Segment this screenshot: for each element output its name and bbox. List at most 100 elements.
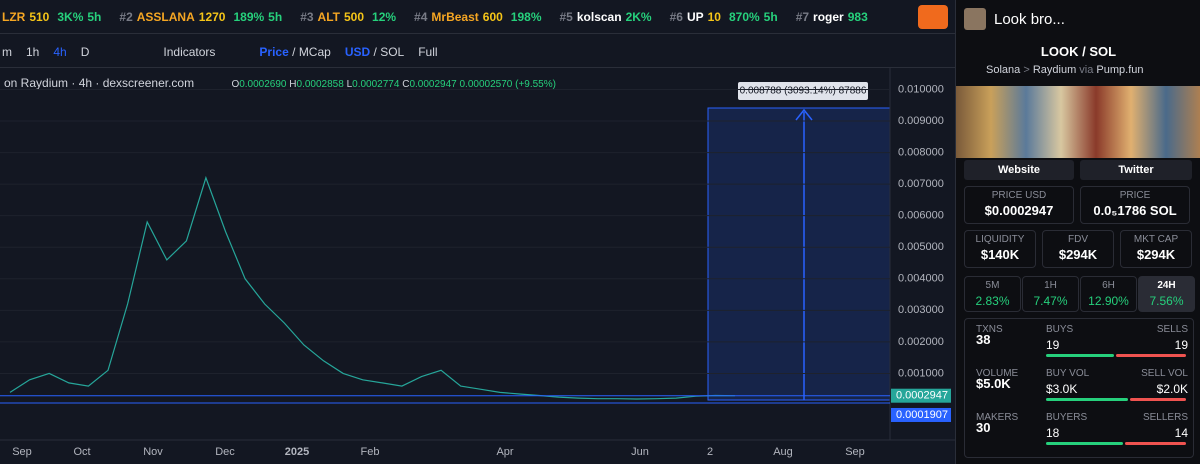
l: L bbox=[346, 79, 353, 90]
stat-label: MAKERS bbox=[976, 412, 1019, 423]
change: 198% bbox=[510, 9, 542, 24]
period-tab[interactable]: 1H 7.47% bbox=[1022, 276, 1079, 312]
change: 0.00002570 (+9.55%) bbox=[459, 79, 556, 90]
stat-label: SELLERS bbox=[1142, 412, 1188, 423]
price-tag-label: 0.0001907 bbox=[896, 409, 948, 421]
boost: 600 bbox=[482, 9, 503, 24]
stat-a: 18 bbox=[1046, 426, 1060, 440]
sep: > bbox=[1023, 64, 1030, 76]
card-label: FDV bbox=[1068, 234, 1088, 245]
sell-bar bbox=[1124, 442, 1186, 445]
token: ASSLANA bbox=[136, 9, 195, 24]
change: 12% bbox=[372, 9, 397, 24]
annotation-box bbox=[738, 82, 868, 100]
legend: on Raydium · 4h · dexscreener.com O0.000… bbox=[4, 76, 556, 90]
high: 0.0002858 bbox=[296, 79, 344, 90]
price-card: PRICE 0.0₅1786 SOL bbox=[1080, 186, 1190, 224]
y-tick-label: 0.004000 bbox=[898, 273, 944, 285]
tab-label: 1H bbox=[1044, 280, 1057, 291]
token: LZR bbox=[2, 9, 26, 24]
boost: 500 bbox=[343, 9, 365, 24]
x-tick-label: Aug bbox=[773, 446, 793, 458]
banner-image bbox=[956, 86, 1200, 158]
stat-a: $3.0K bbox=[1046, 382, 1078, 396]
card-label: PRICE bbox=[1119, 190, 1151, 201]
x-tick-label: Sep bbox=[12, 446, 32, 458]
trending-item[interactable]: #3 ALT 500 12% bbox=[300, 10, 396, 24]
token: ALT bbox=[317, 9, 340, 24]
pair-name: Look bro... bbox=[994, 11, 1065, 28]
x-tick-label: Oct bbox=[73, 446, 90, 458]
rank: #3 bbox=[300, 9, 314, 24]
age: 5h bbox=[763, 9, 778, 24]
stat-value: 30 bbox=[976, 420, 991, 435]
price-tag-label: 0.0002947 bbox=[896, 390, 948, 402]
y-tick-label: 0.009000 bbox=[898, 115, 944, 127]
stat-a: 19 bbox=[1046, 338, 1060, 352]
quote: / SOL bbox=[1082, 44, 1117, 59]
trending-item[interactable]: #6 UP 10 870% 5h bbox=[670, 10, 778, 24]
token: UP bbox=[686, 9, 704, 24]
sell-bar bbox=[1130, 398, 1186, 401]
x-tick-label: Feb bbox=[361, 446, 380, 458]
interval[interactable]: m bbox=[2, 44, 12, 59]
period-tab[interactable]: 5M 2.83% bbox=[964, 276, 1021, 312]
website-button[interactable]: Website bbox=[964, 160, 1074, 180]
stat-label: TXNS bbox=[976, 324, 1003, 335]
buy-bar bbox=[1046, 354, 1114, 357]
stat-b: 14 bbox=[1174, 426, 1188, 440]
price-toggle[interactable]: Price bbox=[259, 44, 289, 59]
launchpad: Pump.fun bbox=[1096, 64, 1144, 76]
change: 2K% bbox=[625, 9, 652, 24]
trending-item[interactable]: #7 roger 983 bbox=[796, 10, 868, 24]
stat-label: BUYERS bbox=[1046, 412, 1088, 423]
trending-item[interactable]: #4 MrBeast 600 198% bbox=[414, 10, 541, 24]
tab-value: 7.56% bbox=[1149, 294, 1184, 308]
interval[interactable]: D bbox=[80, 44, 90, 59]
x-tick-label: Apr bbox=[496, 446, 513, 458]
change: 983 bbox=[847, 9, 868, 24]
period-tab[interactable]: 24H 7.56% bbox=[1138, 276, 1195, 312]
low: 0.0002774 bbox=[352, 79, 400, 90]
x-tick-label: Dec bbox=[215, 446, 235, 458]
price-chart: 0.008788 (3093.14%) 87886 0.001000 0.0020… bbox=[0, 68, 955, 458]
sep: / bbox=[292, 44, 296, 59]
rank: #5 bbox=[559, 9, 573, 24]
price-tag bbox=[891, 388, 951, 403]
card-label: PRICE USD bbox=[991, 190, 1047, 201]
trending-item[interactable]: #5 kolscan 2K% bbox=[560, 10, 652, 24]
interval[interactable]: 4h bbox=[53, 44, 67, 59]
close: 0.0002947 bbox=[409, 79, 457, 90]
trending-item[interactable]: LZR 510 3K% 5h bbox=[2, 10, 101, 24]
dex: Raydium bbox=[1032, 64, 1077, 76]
full-button[interactable]: Full bbox=[418, 44, 438, 59]
interval[interactable]: 1h bbox=[26, 44, 40, 59]
y-tick-label: 0.005000 bbox=[898, 241, 944, 253]
stat-label: SELL VOL bbox=[1141, 368, 1188, 379]
rank: #6 bbox=[669, 9, 683, 24]
boost-button[interactable] bbox=[918, 5, 948, 29]
pair-panel: Look bro... LOOK / SOL Solana > Raydium … bbox=[955, 0, 1200, 464]
chart-toolbar: m 1h 4h D Indicators Price / MCap USD / … bbox=[0, 36, 955, 68]
buy-bar bbox=[1046, 442, 1123, 445]
usd-toggle[interactable]: USD bbox=[344, 44, 371, 59]
indicators-button[interactable]: Indicators bbox=[163, 44, 216, 59]
mcap-toggle[interactable]: MCap bbox=[298, 44, 331, 59]
h: H bbox=[289, 79, 297, 90]
price-line bbox=[9, 175, 736, 400]
measure-box bbox=[707, 107, 891, 401]
twitter-button[interactable]: Twitter bbox=[1080, 160, 1192, 180]
x-tick-label: Sep bbox=[845, 446, 865, 458]
tab-value: 12.90% bbox=[1088, 294, 1129, 308]
stat-value: 38 bbox=[976, 332, 991, 347]
card-value: $294K bbox=[1136, 247, 1176, 262]
y-tick-label: 0.006000 bbox=[898, 210, 944, 222]
arrow-head bbox=[795, 108, 813, 121]
tab-label: 5M bbox=[985, 280, 1000, 291]
stats-box bbox=[964, 318, 1194, 458]
period-tab[interactable]: 6H 12.90% bbox=[1080, 276, 1137, 312]
sep: / bbox=[373, 44, 377, 59]
sol-toggle[interactable]: SOL bbox=[380, 44, 405, 59]
card-label: LIQUIDITY bbox=[975, 234, 1025, 245]
trending-item[interactable]: #2 ASSLANA 1270 189% 5h bbox=[119, 10, 282, 24]
